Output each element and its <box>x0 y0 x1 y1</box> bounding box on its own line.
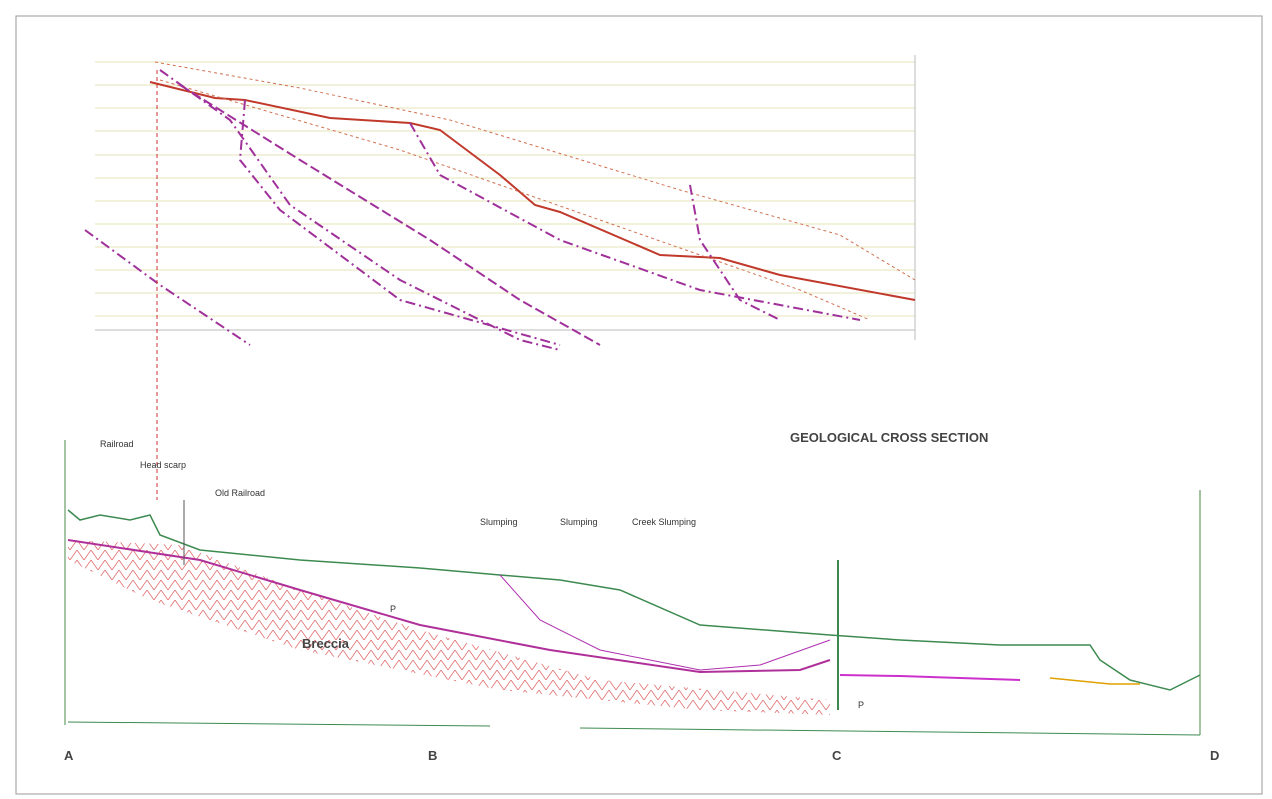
section-marker: C <box>832 748 842 763</box>
label: Breccia <box>302 636 350 651</box>
slip-surface <box>690 185 780 320</box>
old-profile-2 <box>160 80 870 320</box>
frame <box>16 16 1262 794</box>
slip-line <box>840 675 1020 680</box>
slip-line <box>1050 678 1140 684</box>
label: Slumping <box>480 517 518 527</box>
breccia-zone <box>68 540 830 715</box>
surface-profile <box>150 82 915 300</box>
slip-line <box>500 575 830 670</box>
label: P <box>390 604 396 614</box>
baseline <box>580 728 1200 735</box>
label: P <box>858 700 864 710</box>
label: Creek Slumping <box>632 517 696 527</box>
figure: GEOLOGICAL CROSS SECTION Railroad Head s… <box>0 0 1272 799</box>
slip-surface <box>410 123 860 320</box>
section-marker: B <box>428 748 437 763</box>
cross-section: GEOLOGICAL CROSS SECTION Railroad Head s… <box>64 430 1219 763</box>
section-title: GEOLOGICAL CROSS SECTION <box>790 430 988 445</box>
slip-surface <box>160 70 560 350</box>
label: Railroad <box>100 439 134 449</box>
label: Old Railroad <box>215 488 265 498</box>
baseline <box>68 722 490 726</box>
label: Slumping <box>560 517 598 527</box>
section-marker: A <box>64 748 74 763</box>
section-marker: D <box>1210 748 1219 763</box>
label: Head scarp <box>140 460 186 470</box>
